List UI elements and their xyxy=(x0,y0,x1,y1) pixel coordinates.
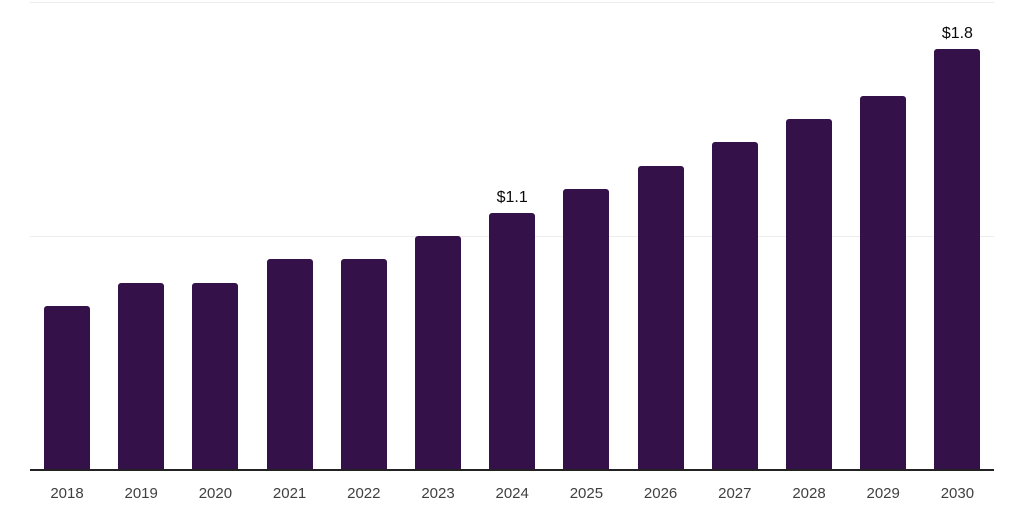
x-tick-2024: 2024 xyxy=(495,485,529,502)
x-tick-2026: 2026 xyxy=(643,485,678,502)
bar-2028 xyxy=(786,119,832,470)
x-tick-2030: 2030 xyxy=(940,485,975,502)
bar-2022 xyxy=(340,259,387,470)
x-tick-2018: 2018 xyxy=(50,485,84,502)
x-tick-2023: 2023 xyxy=(421,485,455,502)
x-tick-2028: 2028 xyxy=(792,485,826,502)
bar-2018 xyxy=(44,306,90,470)
x-tick-2027: 2027 xyxy=(718,485,752,502)
x-tick-2029: 2029 xyxy=(866,485,900,502)
x-tick-2021: 2021 xyxy=(272,485,307,502)
bar-2030 xyxy=(934,48,981,470)
bar-2026 xyxy=(637,165,684,470)
bar-2024 xyxy=(489,212,536,470)
x-tick-2025: 2025 xyxy=(569,485,604,502)
x-tick-2022: 2022 xyxy=(347,485,381,502)
x-axis-line xyxy=(30,469,994,471)
bar-2023 xyxy=(415,236,461,470)
bar-2029 xyxy=(860,95,907,470)
x-tick-2020: 2020 xyxy=(198,485,233,502)
bar-2019 xyxy=(118,282,165,470)
x-tick-2019: 2019 xyxy=(124,485,158,502)
gridline-2.0 xyxy=(30,2,994,3)
bar-2025 xyxy=(563,189,610,470)
x-axis-tick-labels: 2018 2019 2020 2021 2022 2023 2024 2025 2026 2027… xyxy=(30,483,994,505)
bar-2021 xyxy=(266,259,313,470)
bar-2020 xyxy=(192,282,239,470)
plot-area: $1.1 $1.8 xyxy=(30,2,994,470)
bar-2027 xyxy=(711,142,758,470)
data-label-2024: $1.1 xyxy=(496,188,528,206)
data-label-2030: $1.8 xyxy=(941,24,973,42)
